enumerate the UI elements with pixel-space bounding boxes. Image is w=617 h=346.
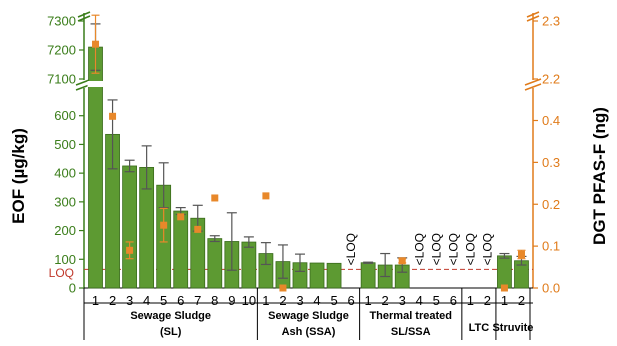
y-tick-label-right: 0.2 [542, 197, 560, 212]
y-tick-label-left: 100 [54, 252, 76, 267]
y-tick-label-left: 7100 [47, 72, 76, 87]
x-tick-label: 1 [501, 293, 508, 308]
x-tick-label: 3 [296, 293, 303, 308]
y-tick-label-right: 0.0 [542, 281, 560, 296]
y-tick-label-left: 7200 [47, 43, 76, 58]
bar [241, 241, 257, 289]
dgt-marker [279, 284, 287, 292]
y-tick-label-left: 300 [54, 194, 76, 209]
x-tick-label: 6 [177, 293, 184, 308]
x-tick-label: 5 [433, 293, 440, 308]
y-tick-label-right: 0.3 [542, 155, 560, 170]
below-loq-label: <LOQ [480, 233, 494, 265]
x-tick-label: 2 [279, 293, 286, 308]
dgt-marker [517, 251, 525, 258]
group-label: Sewage Sludge [130, 310, 211, 322]
x-tick-label: 4 [416, 293, 423, 308]
group-label: Struvite [492, 322, 533, 334]
x-tick-label: 3 [126, 293, 133, 308]
y-tick-label-right: 0.1 [542, 239, 560, 254]
y-tick-label-left: 200 [54, 223, 76, 238]
axis-break-mark [526, 15, 540, 22]
group-label: (SL) [160, 326, 182, 338]
x-tick-label: 4 [143, 293, 150, 308]
x-tick-label: 1 [262, 293, 269, 308]
bar [122, 165, 137, 289]
dgt-marker [109, 112, 117, 120]
y-tick-label-right: 0.4 [542, 113, 560, 128]
dgt-marker [262, 192, 270, 200]
axis-break-mark [77, 11, 91, 18]
bar [173, 210, 189, 289]
bar [207, 238, 223, 289]
y-tick-label-left: 600 [54, 108, 76, 123]
below-loq-label: <LOQ [344, 233, 358, 265]
loq-label: LOQ [49, 266, 74, 280]
dgt-marker [92, 40, 100, 48]
axis-break-mark [77, 15, 91, 22]
labels: 0 100 200 300 400 500 600 7100 7200 7300 0.0 0.1 0.2… [47, 14, 560, 339]
y-tick-label-left: 7300 [47, 14, 76, 29]
bar [360, 262, 376, 289]
dgt-marker [500, 284, 508, 292]
x-tick-label: 8 [211, 293, 218, 308]
group-label: Ash (SSA) [282, 326, 336, 338]
group-label: SL/SSA [391, 326, 431, 338]
group-label: Thermal treated [369, 310, 452, 322]
x-tick-label: 2 [518, 293, 525, 308]
error-bars [90, 23, 527, 279]
y-tick-label-right: 2.2 [542, 72, 560, 87]
y-tick-label-left: 0 [69, 281, 76, 296]
bar [326, 262, 342, 289]
below-loq-label: <LOQ [429, 233, 443, 265]
x-tick-label: 6 [347, 293, 354, 308]
group-label: Sewage Sludge [268, 310, 349, 322]
dgt-markers [91, 14, 526, 292]
x-tick-label: 4 [313, 293, 320, 308]
axis-break-gap [524, 80, 542, 88]
axis-break-mark [524, 78, 542, 86]
y-axis-title: EOF (µg/kg) [9, 128, 28, 224]
bars [87, 46, 529, 289]
dgt-marker [211, 194, 219, 202]
axis-break-mark [524, 83, 542, 91]
x-tick-label: 1 [92, 293, 99, 308]
dgt-marker [194, 225, 202, 233]
axis-break-gap [75, 80, 93, 88]
bar [309, 262, 325, 289]
x-tick-label: 1 [467, 293, 474, 308]
dgt-marker [177, 213, 185, 221]
dgt-marker [398, 257, 406, 265]
x-tick-label: 2 [109, 293, 116, 308]
y-tick-label-left: 400 [54, 166, 76, 181]
axis-break-mark [526, 11, 540, 18]
x-tick-label: 10 [242, 293, 256, 308]
below-loq-label: <LOQ [463, 233, 477, 265]
x-tick-label: 5 [330, 293, 337, 308]
x-tick-label: 6 [450, 293, 457, 308]
bar-break-gap [87, 81, 104, 87]
y2-axis-title: DGT PFAS-F (ng) [590, 107, 609, 245]
x-tick-label: 5 [160, 293, 167, 308]
x-tick-label: 7 [194, 293, 201, 308]
y-tick-label-right: 2.3 [542, 14, 560, 29]
x-tick-label: 9 [228, 293, 235, 308]
x-tick-label: 3 [399, 293, 406, 308]
below-loq-label: <LOQ [412, 233, 426, 265]
bar [497, 255, 512, 289]
x-tick-label: 2 [484, 293, 491, 308]
y-tick-label-left: 500 [54, 137, 76, 152]
x-tick-label: 2 [382, 293, 389, 308]
x-tick-label: 1 [365, 293, 372, 308]
group-label: LTC [469, 322, 490, 334]
dgt-marker [160, 221, 168, 229]
dgt-marker [126, 246, 134, 254]
below-loq-label: <LOQ [446, 233, 460, 265]
